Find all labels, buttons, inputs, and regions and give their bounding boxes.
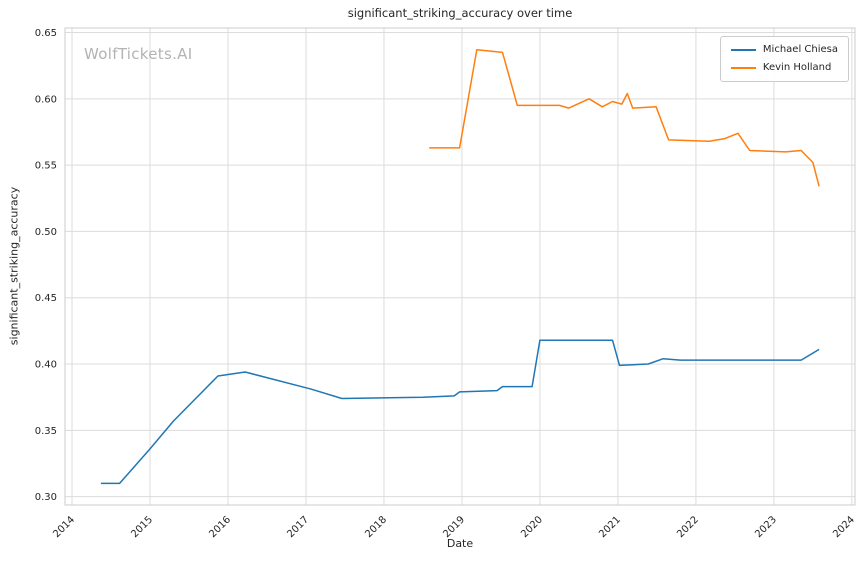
- legend-swatch-michael-chiesa: [730, 49, 756, 51]
- legend-swatch-kevin-holland: [730, 67, 756, 69]
- watermark: WolfTickets.AI: [84, 45, 193, 63]
- legend-label-kevin-holland: Kevin Holland: [762, 62, 832, 73]
- y-axis-label: significant_striking_accuracy: [7, 186, 21, 346]
- plot-border: [64, 27, 856, 506]
- y-tick-label: 0.40: [35, 360, 57, 371]
- legend-item-kevin-holland: Kevin Holland: [730, 62, 838, 73]
- legend-label-michael-chiesa: Michael Chiesa: [762, 44, 838, 55]
- series-line-kevin-holland: [429, 48, 820, 187]
- y-tick-label: 0.30: [35, 492, 57, 503]
- y-tick-label: 0.55: [35, 161, 57, 172]
- y-tick-label: 0.45: [35, 293, 57, 304]
- legend-item-michael-chiesa: Michael Chiesa: [730, 44, 838, 55]
- y-tick-label: 0.60: [35, 94, 57, 105]
- y-tick-label: 0.35: [35, 426, 57, 437]
- y-tick-label: 0.50: [35, 227, 57, 238]
- y-tick-label: 0.65: [35, 28, 57, 39]
- x-axis-label: Date: [446, 537, 474, 550]
- chart-title: significant_striking_accuracy over time: [347, 6, 573, 20]
- legend: Michael Chiesa Kevin Holland: [719, 36, 849, 82]
- series-line-michael-chiesa: [100, 339, 820, 485]
